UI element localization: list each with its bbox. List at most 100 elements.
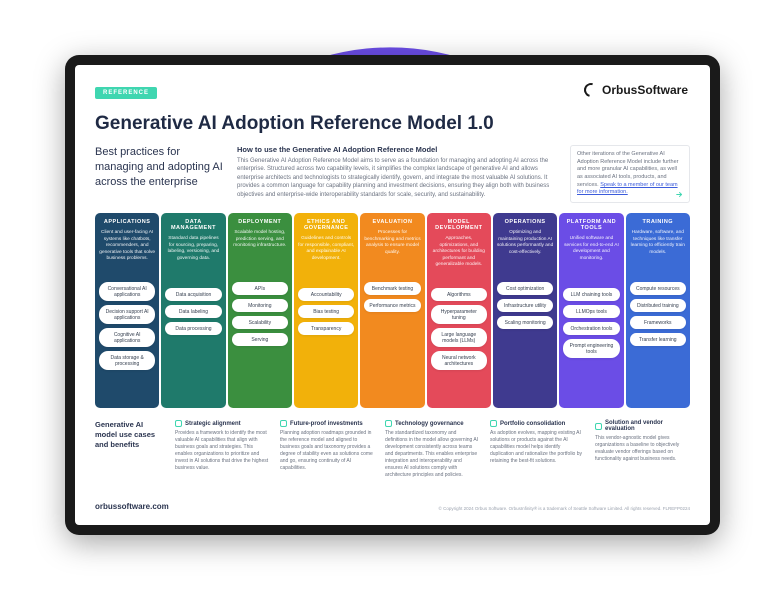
capability-column: APPLICATIONS Client and user-facing AI sy… (95, 213, 159, 408)
benefit-title: Strategic alignment (175, 420, 270, 427)
intro-row: Best practices for managing and adopting… (95, 145, 690, 203)
column-chips: Compute resources Distributed training Fra… (630, 282, 686, 346)
capability-chip: Data acquisition (165, 288, 221, 301)
device-frame: REFERENCE OrbusSoftware Generative AI Ad… (65, 55, 720, 535)
benefit-body: As adoption evolves, mapping existing AI… (490, 430, 585, 465)
benefit-body: The standardized taxonomy and definition… (385, 430, 480, 479)
reference-badge: REFERENCE (95, 87, 157, 99)
intro-how-title: How to use the Generative AI Adoption Re… (237, 145, 556, 154)
capability-column: OPERATIONS Optimizing and maintaining pro… (493, 213, 557, 408)
benefit-title: Solution and vendor evaluation (595, 420, 690, 432)
capability-chip: Scaling monitoring (497, 316, 553, 329)
capability-chip: Performance metrics (364, 299, 420, 312)
intro-subtitle: Best practices for managing and adopting… (95, 145, 223, 203)
capability-chip: Cognitive AI applications (99, 328, 155, 347)
benefit-item: Portfolio consolidation As adoption evolv… (490, 420, 585, 479)
benefit-item: Solution and vendor evaluation This vendo… (595, 420, 690, 479)
column-desc: Guidelines and controls for responsible,… (298, 236, 354, 280)
column-title: MODEL DEVELOPMENT (431, 219, 487, 231)
page-title: Generative AI Adoption Reference Model 1… (95, 113, 690, 135)
capability-chip: Scalability (232, 316, 288, 329)
capability-column: EVALUATIONProcesses for benchmarking and… (360, 213, 424, 408)
column-title: OPERATIONS (497, 219, 553, 225)
capability-column: ETHICS AND GOVERNANCE Guidelines and cont… (294, 213, 358, 408)
benefit-title: Portfolio consolidation (490, 420, 585, 427)
capability-chip: Transparency (298, 322, 354, 335)
column-title: APPLICATIONS (99, 219, 155, 225)
capability-chip: Monitoring (232, 299, 288, 312)
column-desc: Standard data pipelines for sourcing, pr… (165, 236, 221, 280)
capability-chip: Decision support AI applications (99, 305, 155, 324)
column-desc: Approaches, optimizations, and architect… (431, 236, 487, 280)
benefits-label: Generative AI model use cases and benefi… (95, 420, 161, 479)
column-chips: Conversational AI applications Decision s… (99, 282, 155, 370)
capability-chip: Data labeling (165, 305, 221, 318)
poster-sheet: REFERENCE OrbusSoftware Generative AI Ad… (75, 65, 710, 525)
column-desc: Scalable model hosting, prediction servi… (232, 230, 288, 274)
capability-column: MODEL DEVELOPMENT Approaches, optimizatio… (427, 213, 491, 408)
column-title: DEPLOYMENT (232, 219, 288, 225)
brand-swirl-icon (581, 80, 600, 99)
capability-chip: Serving (232, 333, 288, 346)
benefit-body: Provides a framework to identify the mos… (175, 430, 270, 472)
column-chips: LLM chaining toolsLLMOps toolsOrchestrat… (563, 288, 619, 358)
capability-chip: Hyperparameter tuning (431, 305, 487, 324)
column-desc: Client and user-facing AI systems like c… (99, 230, 155, 274)
column-chips: Data acquisition Data labeling Data proces… (165, 288, 221, 335)
column-desc: Hardware, software, and techniques like … (630, 230, 686, 274)
column-title: TRAINING (630, 219, 686, 225)
capability-chip: Distributed training (630, 299, 686, 312)
capability-column: DEPLOYMENT Scalable model hosting, predic… (228, 213, 292, 408)
capability-chip: Data processing (165, 322, 221, 335)
benefit-title: Technology governance (385, 420, 480, 427)
benefits-grid: Strategic alignment Provides a framework … (175, 420, 690, 479)
capability-chip: LLMOps tools (563, 305, 619, 318)
column-title: DATA MANAGEMENT (165, 219, 221, 231)
benefit-icon (490, 420, 497, 427)
column-chips: APIs Monitoring Scalability Serving (232, 282, 288, 346)
benefit-icon (280, 420, 287, 427)
column-chips: Cost optimization Infrastructure utility S… (497, 282, 553, 329)
brand-name: OrbusSoftware (602, 83, 688, 97)
capability-column: TRAINING Hardware, software, and techniqu… (626, 213, 690, 408)
capability-chip: Data storage & processing (99, 351, 155, 370)
benefit-icon (175, 420, 182, 427)
column-title: ETHICS AND GOVERNANCE (298, 219, 354, 231)
capability-column: DATA MANAGEMENT Standard data pipelines f… (161, 213, 225, 408)
capability-chip: Frameworks (630, 316, 686, 329)
capability-chip: Cost optimization (497, 282, 553, 295)
intro-description: How to use the Generative AI Adoption Re… (237, 145, 556, 203)
footer-url: orbussoftware.com (95, 502, 169, 511)
column-desc: Unified software and services for end-to… (563, 236, 619, 280)
capability-column: PLATFORM AND TOOLS Unified software and s… (559, 213, 623, 408)
column-chips: AlgorithmsHyperparameter tuningLarge lan… (431, 288, 487, 370)
capability-columns: APPLICATIONS Client and user-facing AI sy… (95, 213, 690, 408)
benefit-item: Future-proof investmentsPlanning adoptio… (280, 420, 375, 479)
benefit-item: Strategic alignment Provides a framework … (175, 420, 270, 479)
column-chips: Benchmark testingPerformance metrics (364, 282, 420, 312)
benefit-icon (385, 420, 392, 427)
capability-chip: Infrastructure utility (497, 299, 553, 312)
benefit-title: Future-proof investments (280, 420, 375, 427)
capability-chip: Orchestration tools (563, 322, 619, 335)
footer: orbussoftware.com © Copyright 2024 Orbus… (95, 494, 690, 511)
capability-chip: Bias testing (298, 305, 354, 318)
arrow-icon (676, 191, 683, 198)
capability-chip: Neural network architectures (431, 351, 487, 370)
capability-chip: Conversational AI applications (99, 282, 155, 301)
column-chips: AccountabilityBias testingTransparency (298, 288, 354, 335)
capability-chip: Compute resources (630, 282, 686, 295)
benefit-item: Technology governance The standardized ta… (385, 420, 480, 479)
benefit-body: This vendor-agnostic model gives organiz… (595, 435, 690, 463)
column-title: EVALUATION (364, 219, 420, 225)
column-title: PLATFORM AND TOOLS (563, 219, 619, 231)
intro-how-body: This Generative AI Adoption Reference Mo… (237, 157, 556, 199)
capability-chip: APIs (232, 282, 288, 295)
capability-chip: Prompt engineering tools (563, 339, 619, 358)
column-desc: Optimizing and maintaining production AI… (497, 230, 553, 274)
brand-logo: OrbusSoftware (584, 83, 688, 97)
capability-chip: Transfer learning (630, 333, 686, 346)
capability-chip: Algorithms (431, 288, 487, 301)
benefits-section: Generative AI model use cases and benefi… (95, 420, 690, 479)
intro-callout: Other iterations of the Generative AI Ad… (570, 145, 690, 203)
